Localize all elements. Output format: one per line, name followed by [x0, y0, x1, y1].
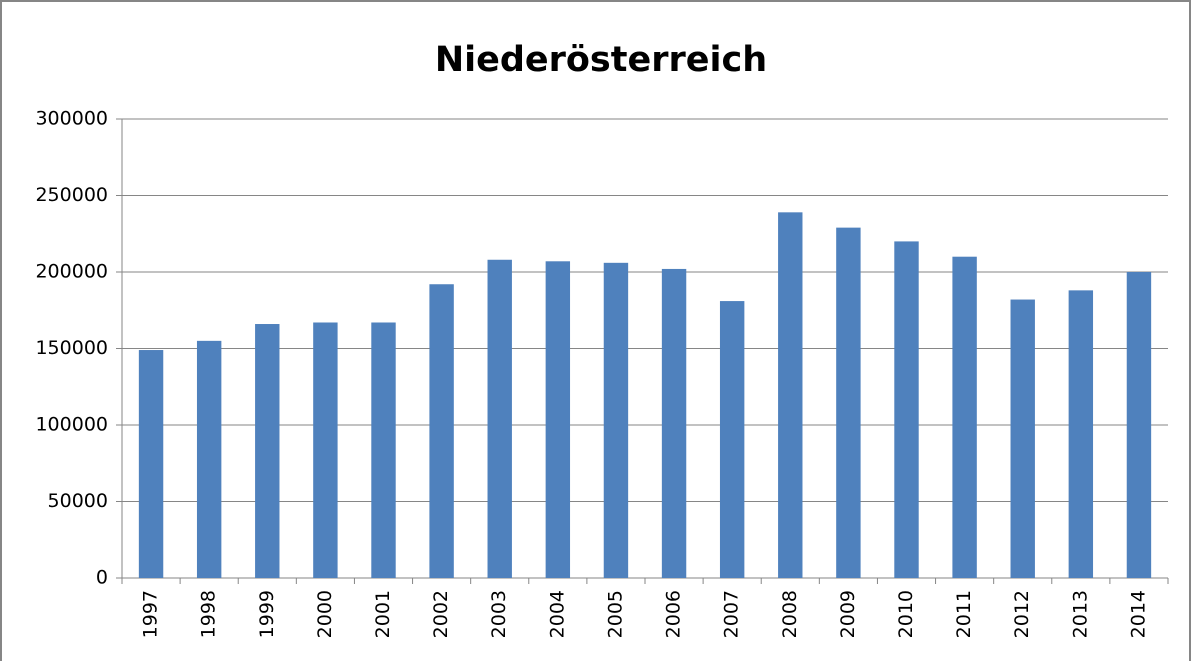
- x-tick-label: 2012: [1011, 590, 1033, 638]
- bar: [836, 227, 861, 578]
- bar: [1010, 299, 1035, 578]
- x-tick-label: 2003: [488, 590, 510, 638]
- x-tick-label: 2006: [663, 590, 685, 638]
- x-tick-label: 2004: [546, 590, 568, 638]
- y-tick-label: 300000: [35, 108, 108, 130]
- bar: [196, 340, 222, 578]
- x-tick-label: 2005: [604, 590, 626, 638]
- bar: [603, 262, 629, 578]
- x-tick-label: 2014: [1127, 590, 1149, 638]
- x-tick-label: 1997: [140, 590, 162, 638]
- bar: [719, 301, 745, 578]
- bar: [429, 284, 454, 578]
- bar: [371, 322, 396, 578]
- bar: [1126, 272, 1152, 578]
- bar: [487, 259, 512, 578]
- x-tick-label: 2011: [953, 590, 975, 638]
- bar: [255, 324, 280, 578]
- bar: [661, 268, 687, 578]
- x-tick-label: 2010: [895, 590, 917, 638]
- y-tick-label: 200000: [35, 261, 108, 283]
- bar: [778, 212, 803, 578]
- y-tick-label: 100000: [35, 414, 108, 436]
- x-tick-label: 1999: [256, 590, 278, 638]
- x-tick-label: 2001: [372, 590, 394, 638]
- x-tick-label: 1998: [198, 590, 220, 638]
- bar: [1068, 290, 1094, 578]
- x-tick-label: 2013: [1069, 590, 1091, 638]
- bar: [952, 256, 977, 578]
- x-tick-label: 2007: [721, 590, 743, 638]
- x-tick-label: 2008: [779, 590, 801, 638]
- chart-title: Niederösterreich: [435, 40, 767, 80]
- bar: [545, 261, 571, 578]
- bar: [894, 241, 919, 578]
- y-tick-label: 0: [96, 567, 108, 589]
- y-tick-label: 150000: [35, 337, 108, 359]
- x-tick-label: 2000: [314, 590, 336, 638]
- y-tick-label: 50000: [48, 490, 108, 512]
- y-tick-label: 250000: [35, 184, 108, 206]
- bar: [138, 350, 164, 578]
- bar: [313, 322, 338, 578]
- x-tick-label: 2009: [837, 590, 859, 638]
- x-tick-label: 2002: [430, 590, 452, 638]
